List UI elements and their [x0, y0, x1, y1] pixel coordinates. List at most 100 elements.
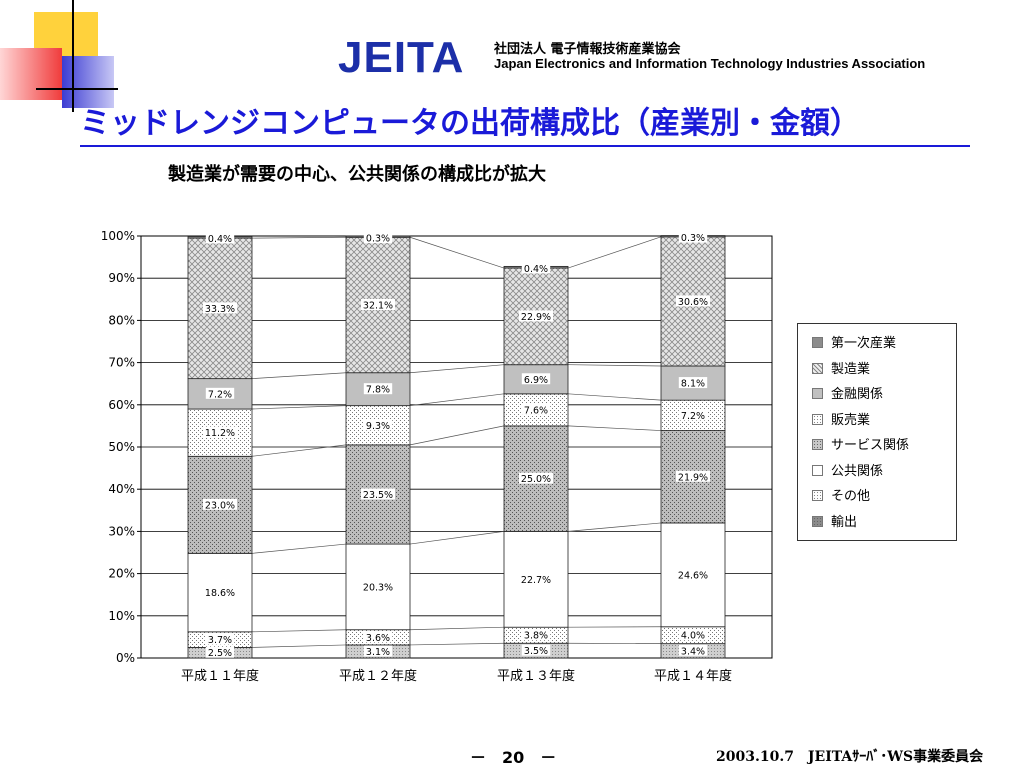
y-axis: 0% 10% 20% 30% 40% 50% 60% 70% 80% 90% 100%: [101, 229, 141, 665]
legend-swatch: [812, 337, 823, 348]
series-connector: [567, 364, 662, 367]
data-label-bg: [203, 426, 237, 438]
data-label: 3.7%: [208, 635, 232, 646]
data-labels: 2.5% 3.7% 18.6% 23.0% 11.2% 7.2% 33.3% 0.4% 3.1%…: [203, 231, 710, 659]
legend-item: 公共関係: [812, 464, 883, 480]
data-label-bg: [203, 498, 237, 510]
data-label: 11.2%: [205, 428, 235, 439]
legend-label: 金融関係: [831, 387, 884, 402]
data-label-bg: [205, 633, 235, 645]
data-label-bg: [363, 232, 393, 243]
deco-vertical-line: [72, 0, 74, 112]
data-label-bg: [363, 419, 393, 431]
legend-swatch: [812, 464, 823, 476]
data-label-bg: [519, 573, 553, 585]
connector-lines: [251, 236, 662, 648]
data-label: 23.0%: [205, 500, 235, 511]
data-label: 7.2%: [681, 411, 705, 422]
y-tick-label: 90%: [108, 271, 135, 285]
y-tick-label: 80%: [108, 313, 135, 327]
series-connector: [567, 425, 662, 431]
legend-item: 輸出: [812, 515, 857, 531]
data-label: 20.3%: [363, 582, 393, 593]
series-connector: [567, 522, 662, 532]
legend-label: 販売業: [831, 412, 871, 428]
data-label: 9.3%: [366, 421, 390, 432]
data-label: 32.1%: [363, 300, 393, 311]
x-axis: 平成１１年度 平成１２年度 平成１３年度 平成１４年度: [181, 668, 732, 684]
data-label-bg: [205, 232, 235, 244]
data-label-bg: [676, 470, 710, 482]
series-connector: [251, 644, 347, 648]
slide-title: ミッドレンジコンピュータの出荷構成比（産業別・金額）: [80, 106, 860, 141]
y-tick-label: 10%: [108, 609, 135, 623]
data-label-bg: [361, 488, 395, 500]
y-tick-label: 40%: [108, 482, 135, 496]
data-label: 22.9%: [521, 312, 551, 323]
legend-item: 販売業: [812, 413, 870, 429]
data-label: 0.4%: [524, 264, 548, 275]
y-tick-label: 50%: [108, 440, 135, 454]
legend-label: 第一次産業: [831, 336, 897, 351]
legend-swatch: [812, 439, 823, 450]
stacked-bar-chart: 2.5% 3.7% 18.6% 23.0% 11.2% 7.2% 33.3% 0.4% 3.1%…: [101, 229, 773, 684]
data-label-bg: [203, 586, 237, 598]
data-label-bg: [205, 646, 235, 658]
data-label-bg: [361, 298, 395, 310]
series-connector: [409, 626, 505, 631]
data-label-bg: [205, 387, 235, 399]
series-connector: [251, 236, 347, 239]
legend-swatch: [812, 362, 823, 374]
series-connector: [567, 236, 662, 269]
y-tick-label: 20%: [108, 567, 135, 581]
footer-note: 2003.10.7 JEITAｻｰﾊﾞ･WS事業委員会: [716, 749, 984, 765]
legend-swatch: [812, 413, 823, 425]
data-label-bg: [676, 568, 710, 580]
x-tick-label: 平成１１年度: [181, 668, 259, 684]
legend-item: 金融関係: [812, 387, 883, 403]
data-label: 3.8%: [524, 631, 548, 642]
data-label: 3.4%: [681, 646, 705, 657]
legend-item: サービス関係: [812, 438, 909, 454]
legend-label: その他: [831, 489, 871, 504]
data-label: 25.0%: [521, 474, 551, 485]
series-connector: [251, 372, 347, 379]
series-connector: [409, 425, 505, 446]
bars: [187, 235, 726, 659]
data-label-bg: [678, 629, 708, 641]
data-label-bg: [678, 231, 708, 243]
x-tick-label: 平成１４年度: [654, 668, 732, 684]
legend-label: 公共関係: [831, 463, 884, 479]
series-connector: [567, 393, 662, 401]
data-label-bg: [203, 302, 237, 314]
bar-segment: [503, 364, 569, 395]
data-label: 23.5%: [363, 490, 393, 501]
data-label: 0.3%: [366, 234, 390, 245]
data-label-bg: [363, 645, 393, 657]
data-label-bg: [361, 580, 395, 592]
legend-item: その他: [812, 489, 870, 505]
data-label: 3.1%: [366, 647, 390, 658]
data-label: 7.8%: [366, 385, 390, 396]
data-label-bg: [676, 295, 710, 307]
data-label: 24.6%: [678, 570, 708, 581]
legend-swatch: [812, 515, 823, 527]
deco-blue-square: [62, 56, 114, 108]
data-label: 0.4%: [208, 234, 232, 245]
data-label: 3.5%: [524, 646, 548, 657]
x-tick-label: 平成１３年度: [497, 668, 575, 684]
data-label: 0.3%: [681, 233, 705, 244]
data-label-bg: [678, 409, 708, 421]
legend-item: 製造業: [812, 362, 870, 378]
data-label: 6.9%: [524, 375, 548, 386]
series-connector: [251, 444, 347, 457]
logo-japanese-name: 社団法人 電子情報技術産業協会: [494, 42, 681, 57]
jeita-logo: JEITA 社団法人 電子情報技術産業協会 Japan Electronics …: [338, 36, 1018, 80]
data-label-bg: [521, 403, 551, 415]
data-label-bg: [519, 310, 553, 322]
data-label: 21.9%: [678, 472, 708, 483]
data-label: 8.1%: [681, 379, 705, 390]
y-tick-label: 70%: [108, 356, 135, 370]
series-connector: [251, 405, 347, 410]
data-label: 22.7%: [521, 575, 551, 586]
